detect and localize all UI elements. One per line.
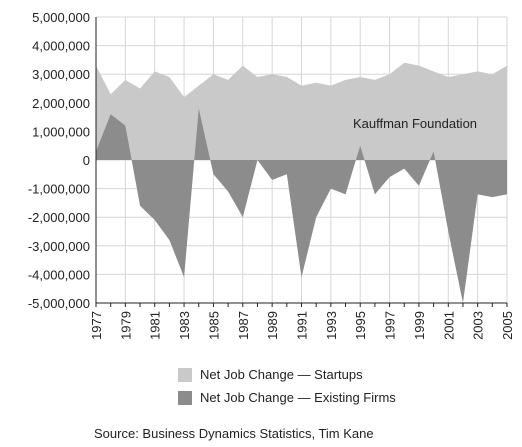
- x-tick-label: 1987: [236, 311, 251, 340]
- x-tick-label: 1989: [265, 311, 280, 340]
- y-tick-label: -2,000,000: [28, 210, 90, 225]
- legend-swatch-startups: [178, 367, 192, 382]
- x-tick-label: 1979: [118, 311, 133, 340]
- x-tick-label: 1995: [353, 311, 368, 340]
- x-tick-label: 1997: [383, 311, 398, 340]
- y-tick-label: 0: [83, 153, 90, 168]
- chart: 5,000,000 4,000,000 3,000,000 2,000,000 1,00…: [28, 10, 515, 340]
- x-tick-label: 1977: [89, 311, 104, 340]
- annotation-label: Kauffman Foundation: [353, 116, 477, 131]
- y-tick-label: -1,000,000: [28, 182, 90, 197]
- legend-swatch-existing: [178, 390, 192, 405]
- x-tick-label: 1981: [148, 311, 163, 340]
- y-tick-label: 3,000,000: [32, 67, 90, 82]
- x-tick-label: 1991: [295, 311, 310, 340]
- x-tick-label: 2001: [441, 311, 456, 340]
- plot-areas: [96, 62, 507, 304]
- y-tick-label: -5,000,000: [28, 296, 90, 311]
- source-note: Source: Business Dynamics Statistics, Ti…: [94, 426, 374, 441]
- axes: 5,000,000 4,000,000 3,000,000 2,000,000 1,00…: [28, 10, 515, 340]
- y-tick-label: -3,000,000: [28, 239, 90, 254]
- x-tick-label: 1983: [177, 311, 192, 340]
- y-tick-label: -4,000,000: [28, 267, 90, 282]
- y-tick-label: 5,000,000: [32, 10, 90, 25]
- x-tick-label: 1993: [324, 311, 339, 340]
- legend-item-startups: Net Job Change — Startups: [178, 367, 363, 382]
- legend-item-existing: Net Job Change — Existing Firms: [178, 390, 396, 405]
- x-tick-label: 2005: [500, 311, 515, 340]
- area-existing-firms: [96, 108, 507, 304]
- y-tick-label: 1,000,000: [32, 124, 90, 139]
- x-tick-label: 1999: [412, 311, 427, 340]
- legend-label-existing: Net Job Change — Existing Firms: [200, 390, 396, 405]
- x-tick-label: 2003: [471, 311, 486, 340]
- x-tick-label: 1985: [206, 311, 221, 340]
- y-tick-label: 4,000,000: [32, 39, 90, 54]
- legend-label-startups: Net Job Change — Startups: [200, 367, 363, 382]
- y-tick-label: 2,000,000: [32, 96, 90, 111]
